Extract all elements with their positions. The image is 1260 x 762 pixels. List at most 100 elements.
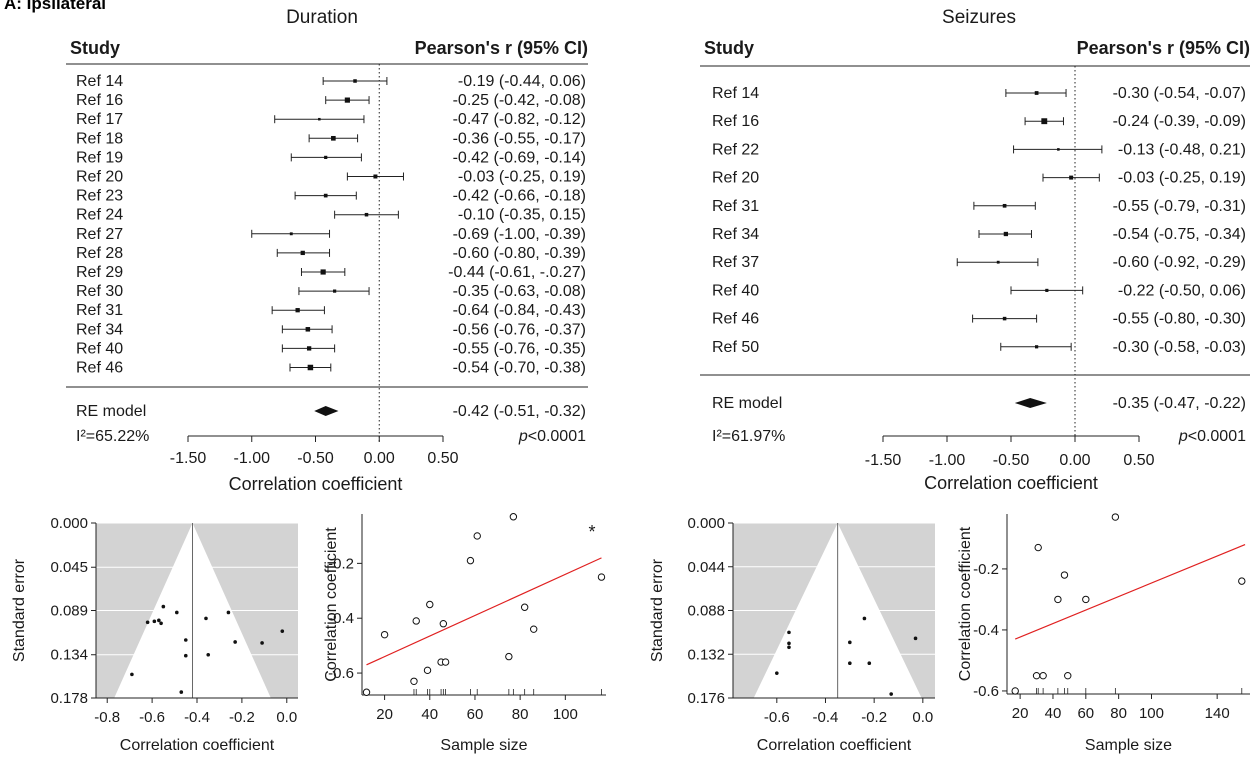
study-label: Ref 14 bbox=[76, 73, 123, 90]
x-axis-label: Correlation coefficient bbox=[757, 737, 912, 754]
scatter-point bbox=[1111, 513, 1120, 521]
study-ci-text: -0.10 (-0.35, 0.15) bbox=[458, 207, 586, 224]
y-axis-label: Standard error bbox=[649, 558, 666, 662]
x-tick-label: -0.8 bbox=[94, 709, 120, 726]
study-label: Ref 27 bbox=[76, 226, 123, 243]
p-value-number: <0.0001 bbox=[1188, 428, 1246, 445]
study-ci-text: -0.55 (-0.80, -0.30) bbox=[1113, 311, 1246, 328]
study-label: Ref 30 bbox=[76, 283, 123, 300]
funnel-point bbox=[161, 604, 166, 609]
x-axis-label: Sample size bbox=[1085, 737, 1172, 754]
funnel-point bbox=[260, 641, 264, 645]
study-ci-text: -0.54 (-0.75, -0.34) bbox=[1113, 226, 1246, 243]
funnel-point bbox=[889, 692, 893, 696]
scatter-point bbox=[530, 625, 538, 633]
point-estimate bbox=[364, 212, 369, 217]
x-tick-label: -0.6 bbox=[764, 709, 790, 726]
study-label: Ref 23 bbox=[76, 188, 123, 205]
x-tick-label: -0.6 bbox=[139, 709, 165, 726]
scatter-point bbox=[466, 556, 475, 565]
study-label: Ref 22 bbox=[712, 141, 759, 158]
point-estimate bbox=[1002, 203, 1007, 208]
summary-diamond bbox=[1014, 398, 1047, 408]
column-header-effect: Pearson's r (95% CI) bbox=[415, 38, 588, 58]
x-tick-label: 0.50 bbox=[1123, 452, 1154, 469]
scatter-point bbox=[423, 666, 432, 675]
x-tick-label: 0.0 bbox=[912, 709, 933, 726]
point-estimate bbox=[333, 289, 337, 293]
regression-line bbox=[1014, 543, 1246, 640]
forest-plot-duration: Duration Study Pearson's r (95% CI) Ref 14 -… bbox=[66, 7, 588, 494]
study-label: Ref 31 bbox=[76, 302, 123, 319]
x-tick-label: -1.00 bbox=[929, 452, 966, 469]
column-header-study: Study bbox=[704, 38, 754, 58]
study-label: Ref 18 bbox=[76, 130, 123, 147]
x-tick-label: 140 bbox=[1205, 705, 1230, 722]
panel-label: A: Ipsilateral bbox=[4, 0, 106, 13]
scatter-point bbox=[473, 532, 481, 540]
funnel-point bbox=[175, 610, 179, 615]
funnel-plot-seizures: 0.000 0.044 0.088 0.132 0.176 -0.6 -0.4 -0.2 0.0… bbox=[649, 515, 935, 754]
point-estimate bbox=[1003, 231, 1009, 237]
y-tick-label: 0.000 bbox=[50, 515, 88, 532]
p-value-symbol: p bbox=[518, 428, 528, 445]
study-label: Ref 34 bbox=[76, 321, 123, 338]
scatter-point bbox=[1238, 577, 1246, 585]
scatter-point bbox=[1060, 571, 1069, 579]
x-tick-label: -0.2 bbox=[861, 709, 887, 726]
scatter-plot-duration: -0.6 -0.4 -0.2 20 40 60 80 100 * Sample size Corre… bbox=[323, 513, 606, 754]
x-tick-label: -0.50 bbox=[993, 452, 1030, 469]
scatter-point bbox=[362, 688, 371, 696]
funnel-point bbox=[204, 616, 208, 621]
study-label: Ref 31 bbox=[712, 198, 759, 215]
point-estimate bbox=[373, 174, 378, 179]
scatter-point bbox=[439, 619, 448, 628]
p-value-symbol: p bbox=[1178, 428, 1188, 445]
funnel-point bbox=[787, 630, 791, 635]
study-label: Ref 17 bbox=[76, 111, 123, 128]
study-label: Ref 24 bbox=[76, 207, 123, 224]
study-label: Ref 40 bbox=[76, 340, 123, 357]
funnel-point bbox=[145, 620, 150, 625]
study-ci-text: -0.03 (-0.25, 0.19) bbox=[1118, 170, 1246, 187]
point-estimate bbox=[1045, 288, 1049, 292]
funnel-point bbox=[848, 661, 852, 665]
point-estimate bbox=[1069, 175, 1074, 180]
study-label: Ref 46 bbox=[712, 311, 759, 328]
funnel-point bbox=[787, 641, 791, 646]
summary-ci-text: -0.42 (-0.51, -0.32) bbox=[453, 403, 586, 420]
chart-title: Seizures bbox=[942, 7, 1016, 28]
p-value-number: <0.0001 bbox=[528, 428, 586, 445]
funnel-point bbox=[183, 653, 188, 658]
funnel-point bbox=[183, 638, 188, 642]
y-axis-label: Correlation coefficient bbox=[323, 527, 340, 682]
p-value: p<0.0001 bbox=[518, 428, 586, 445]
point-estimate bbox=[305, 327, 311, 332]
scatter-point bbox=[1034, 543, 1042, 552]
funnel-point bbox=[206, 652, 211, 657]
scatter-point bbox=[520, 603, 529, 611]
x-tick-label: 20 bbox=[376, 706, 393, 723]
point-estimate bbox=[1034, 91, 1039, 95]
point-estimate bbox=[353, 79, 357, 83]
column-header-effect: Pearson's r (95% CI) bbox=[1077, 38, 1250, 58]
p-value: p<0.0001 bbox=[1178, 428, 1246, 445]
point-estimate bbox=[1035, 345, 1039, 349]
point-estimate bbox=[344, 97, 350, 103]
x-tick-label: -1.50 bbox=[865, 452, 902, 469]
study-label: Ref 14 bbox=[712, 85, 759, 102]
x-tick-label: 60 bbox=[1077, 705, 1094, 722]
point-estimate bbox=[318, 117, 321, 121]
y-tick-label: -0.6 bbox=[973, 683, 999, 700]
y-axis-label: Correlation coefficient bbox=[957, 526, 974, 681]
significance-annotation: * bbox=[588, 522, 595, 542]
study-ci-text: -0.55 (-0.76, -0.35) bbox=[453, 340, 586, 357]
funnel-point bbox=[848, 640, 852, 645]
scatter-point bbox=[380, 630, 389, 639]
study-label: Ref 37 bbox=[712, 254, 759, 271]
x-tick-label: -1.00 bbox=[234, 450, 271, 467]
funnel-point bbox=[152, 619, 157, 624]
study-ci-text: -0.44 (-0.61, -.0.27) bbox=[448, 264, 586, 281]
x-tick-label: 0.00 bbox=[364, 450, 395, 467]
study-ci-text: -0.24 (-0.39, -0.09) bbox=[1113, 113, 1246, 130]
